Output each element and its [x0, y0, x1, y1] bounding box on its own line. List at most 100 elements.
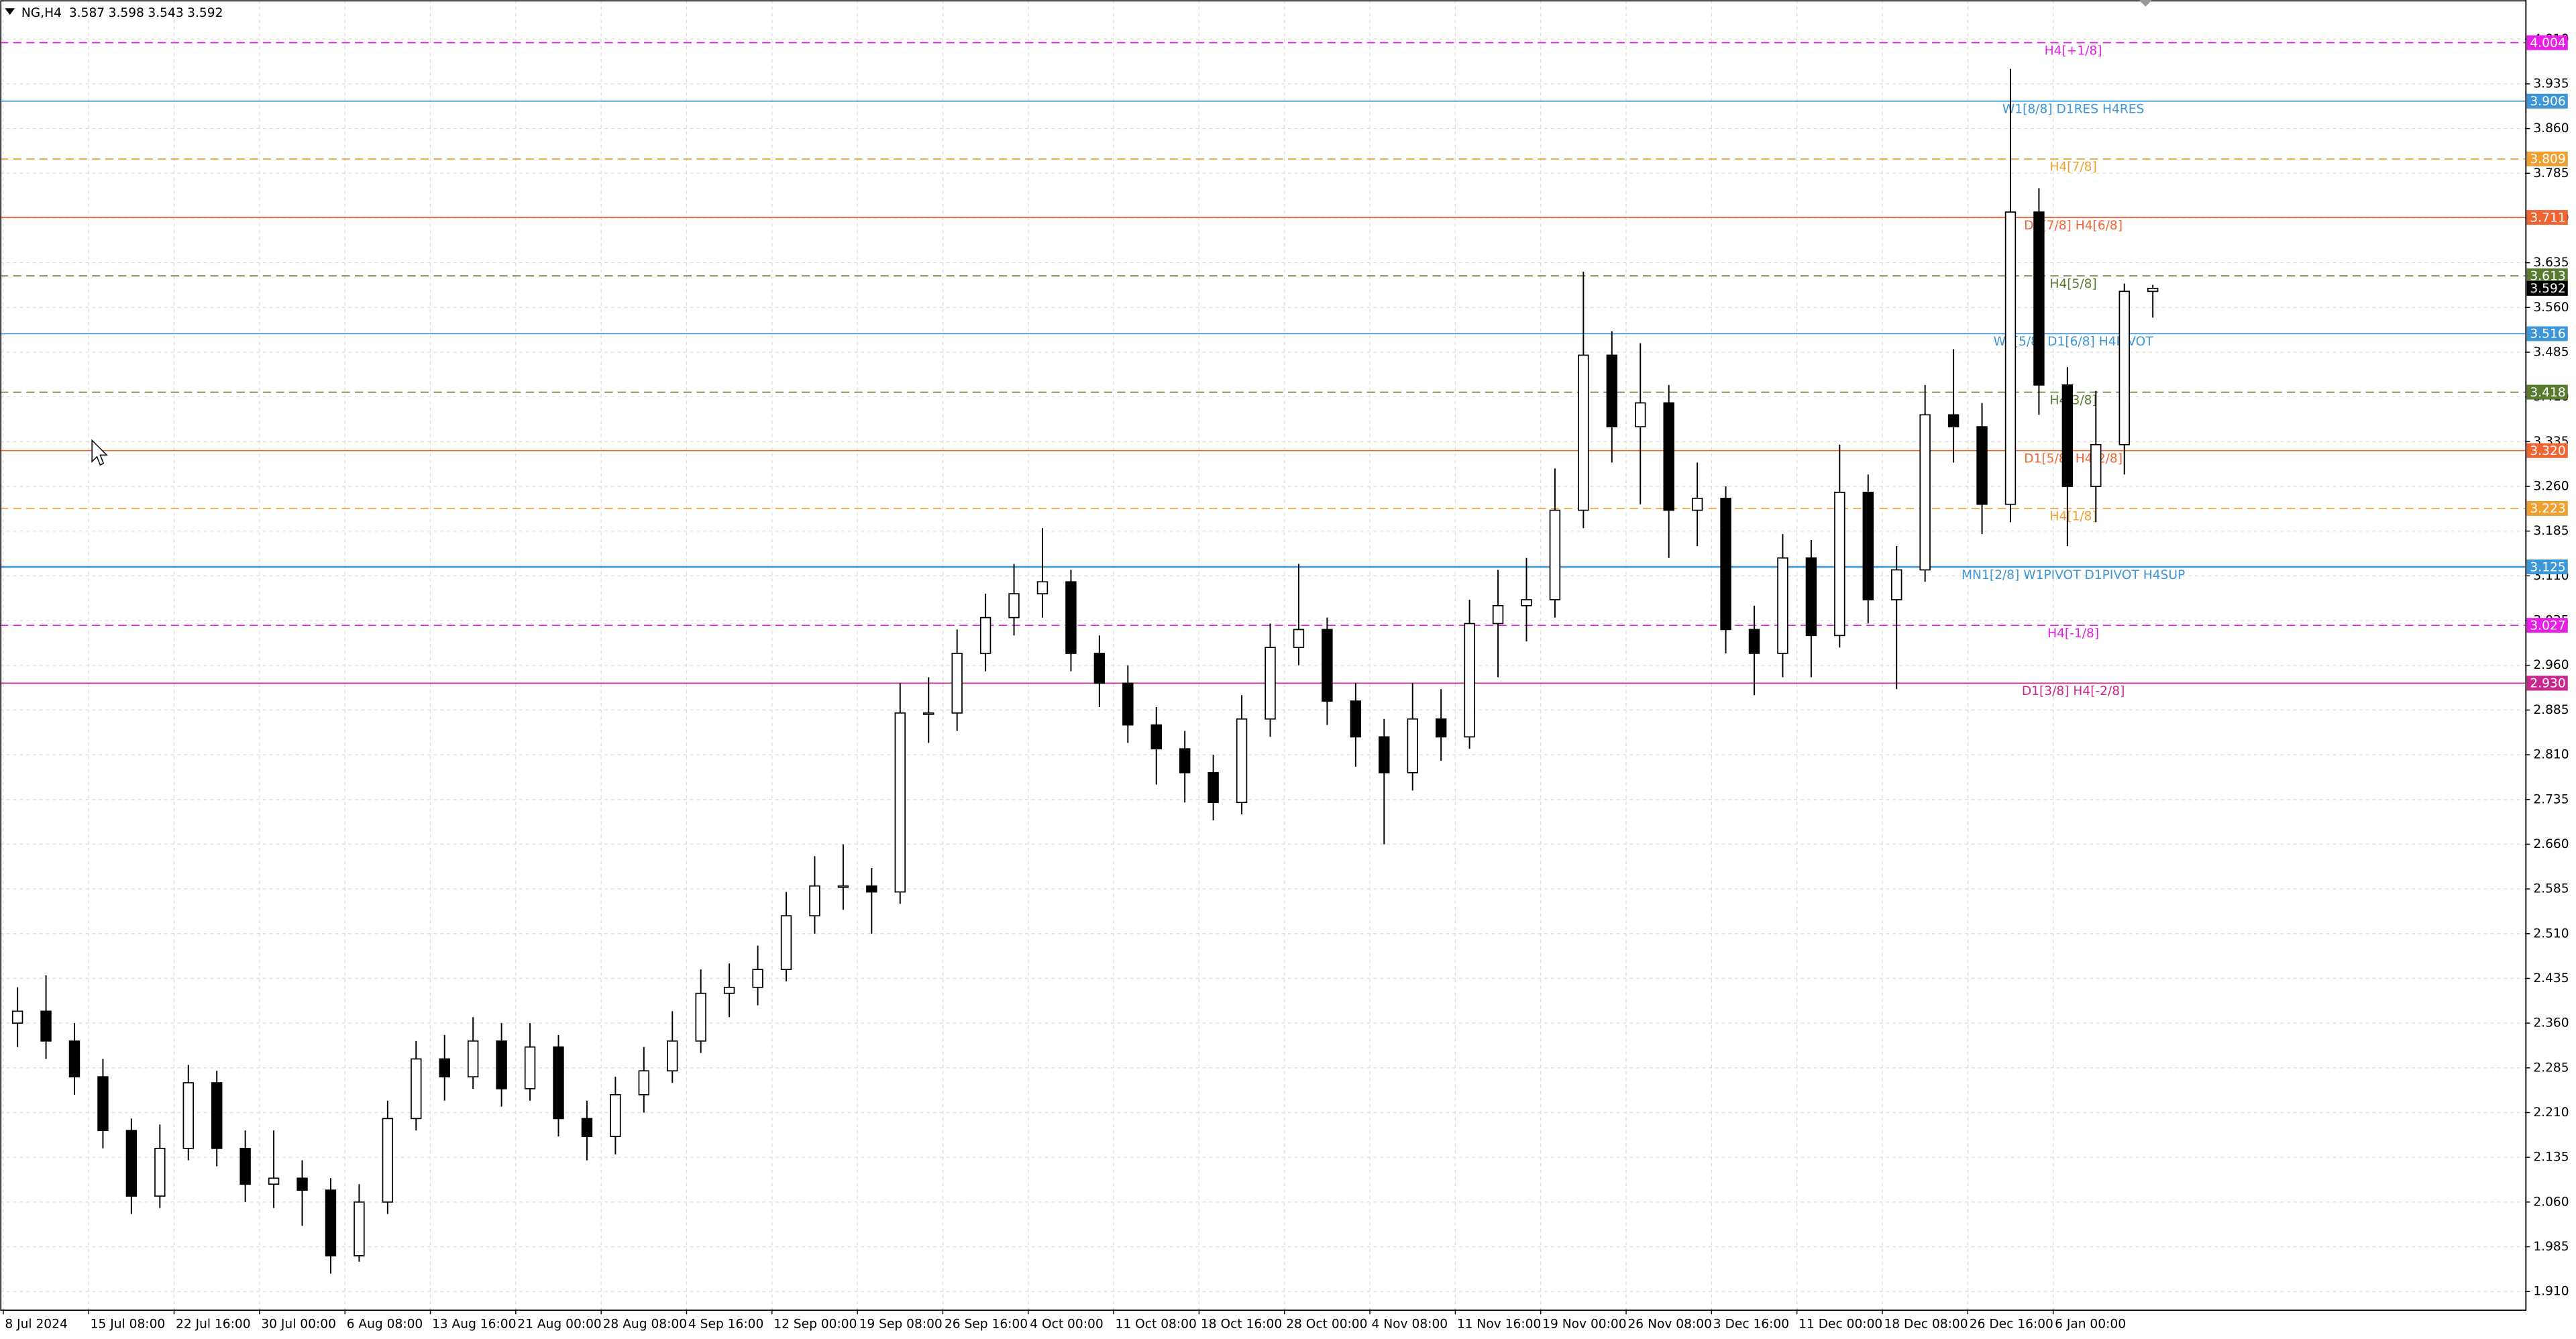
candle-body — [1805, 557, 1817, 637]
level-tag — [2526, 326, 2568, 341]
level-tag-label: 3.223 — [2530, 502, 2565, 516]
level-tag-label: 2.930 — [2530, 677, 2565, 691]
candle-body — [1435, 718, 1447, 738]
level-tag — [2526, 618, 2568, 633]
candle-body — [1862, 492, 1874, 600]
level-tag-label: 3.711 — [2530, 211, 2565, 225]
y-tick-label: 1.910 — [2533, 1285, 2569, 1299]
y-tick-label: 3.860 — [2533, 121, 2569, 136]
candle-body — [1947, 414, 1960, 427]
x-tick-label: 15 Jul 08:00 — [91, 1317, 166, 1331]
level-label: H4[7/8] — [2049, 160, 2096, 174]
level-tag-label: 3.027 — [2530, 619, 2565, 633]
x-tick-label: 6 Aug 08:00 — [347, 1317, 423, 1331]
x-tick-label: 18 Dec 08:00 — [1884, 1317, 1968, 1331]
level-tag-label: 3.125 — [2530, 560, 2565, 574]
candle-body — [2004, 211, 2017, 505]
header-open: 3.587 — [69, 6, 105, 20]
y-tick-label: 3.635 — [2533, 256, 2569, 270]
x-tick-label: 6 Jan 00:00 — [2055, 1317, 2126, 1331]
level-tag-label: 4.004 — [2530, 36, 2565, 50]
candle-body — [325, 1189, 337, 1256]
x-tick-label: 22 Jul 16:00 — [176, 1317, 251, 1331]
candle-body — [2090, 443, 2102, 487]
candle-body — [695, 992, 706, 1042]
mouse-cursor — [91, 439, 108, 466]
x-tick-label: 3 Dec 16:00 — [1713, 1317, 1789, 1331]
x-tick-label: 11 Nov 16:00 — [1457, 1317, 1541, 1331]
level-label: H4[5/8] — [2049, 277, 2096, 291]
candle-body — [667, 1040, 678, 1072]
level-label: H4[1/8] — [2049, 510, 2096, 524]
candle-body — [1208, 771, 1219, 804]
level-tag — [2526, 559, 2568, 575]
candle-body — [1407, 718, 1418, 773]
level-tag-label: 3.516 — [2530, 327, 2565, 341]
candle-body — [1065, 581, 1077, 654]
candle-body — [97, 1076, 109, 1132]
level-label: W1[8/8] D1RES H4RES — [2002, 102, 2145, 116]
candle-body — [610, 1093, 621, 1137]
candle-body — [2118, 290, 2130, 445]
y-tick-label: 3.185 — [2533, 524, 2569, 538]
candle-body — [40, 1010, 52, 1042]
candle-body — [1891, 569, 1902, 600]
level-tag-label: 3.809 — [2530, 152, 2565, 166]
x-tick-label: 13 Aug 16:00 — [432, 1317, 516, 1331]
x-tick-label: 26 Sep 16:00 — [945, 1317, 1028, 1331]
candle-body — [1777, 557, 1788, 654]
symbol: NG,H4 — [21, 6, 62, 20]
level-label: MN1[2/8] W1PIVOT D1PIVOT H4SUP — [1962, 568, 2185, 582]
x-tick-label: 11 Dec 00:00 — [1799, 1317, 1882, 1331]
candle-body — [1350, 700, 1362, 738]
candle-body — [1293, 629, 1305, 648]
header-high: 3.598 — [109, 6, 144, 20]
level-tag — [2526, 210, 2568, 225]
candle-body — [268, 1177, 280, 1185]
y-tick-label: 3.485 — [2533, 345, 2569, 360]
x-tick-label: 4 Nov 08:00 — [1372, 1317, 1448, 1331]
y-tick-label: 2.510 — [2533, 926, 2569, 941]
level-tag — [2526, 500, 2568, 516]
x-tick-label: 30 Jul 00:00 — [261, 1317, 336, 1331]
x-tick-label: 19 Nov 00:00 — [1542, 1317, 1626, 1331]
level-label: D1[5/8] H4[2/8] — [2024, 451, 2123, 466]
level-tag — [2526, 35, 2568, 50]
candle-body — [1379, 736, 1390, 773]
y-tick-label: 2.960 — [2533, 658, 2569, 672]
level-tag — [2526, 151, 2568, 166]
candle-body — [1265, 647, 1276, 720]
candle-body — [1093, 653, 1106, 684]
header-arrow — [5, 8, 15, 15]
header-low: 3.543 — [148, 6, 183, 20]
level-label: H4[-1/8] — [2047, 627, 2099, 641]
x-tick-label: 18 Oct 16:00 — [1201, 1317, 1282, 1331]
price-tag — [2526, 280, 2568, 296]
candle-body — [411, 1058, 422, 1120]
candle-body — [979, 617, 991, 654]
candle-body — [1919, 414, 1931, 571]
candle-body — [467, 1040, 479, 1078]
candle-body — [125, 1130, 138, 1197]
candle-body — [1236, 718, 1248, 804]
level-label: D1[7/8] H4[6/8] — [2024, 219, 2123, 233]
level-tag — [2526, 443, 2568, 458]
y-tick-label: 3.560 — [2533, 301, 2569, 315]
candle-body — [1122, 682, 1134, 726]
candle-body — [553, 1046, 564, 1120]
level-tag — [2526, 384, 2568, 400]
candle-body — [154, 1147, 166, 1197]
candle-body — [1834, 492, 1845, 637]
candle-body — [951, 653, 963, 714]
candle-body — [1691, 497, 1703, 511]
level-tag-label: 3.418 — [2530, 386, 2565, 400]
y-tick-label: 2.660 — [2533, 837, 2569, 851]
y-tick-label: 3.935 — [2533, 76, 2569, 91]
y-tick-label: 3.785 — [2533, 166, 2569, 180]
candle-body — [723, 986, 735, 994]
price-tag-label: 3.592 — [2530, 282, 2565, 296]
candle-body — [1322, 629, 1333, 702]
grid — [0, 0, 2526, 1309]
level-label: H4[3/8] — [2049, 393, 2096, 407]
